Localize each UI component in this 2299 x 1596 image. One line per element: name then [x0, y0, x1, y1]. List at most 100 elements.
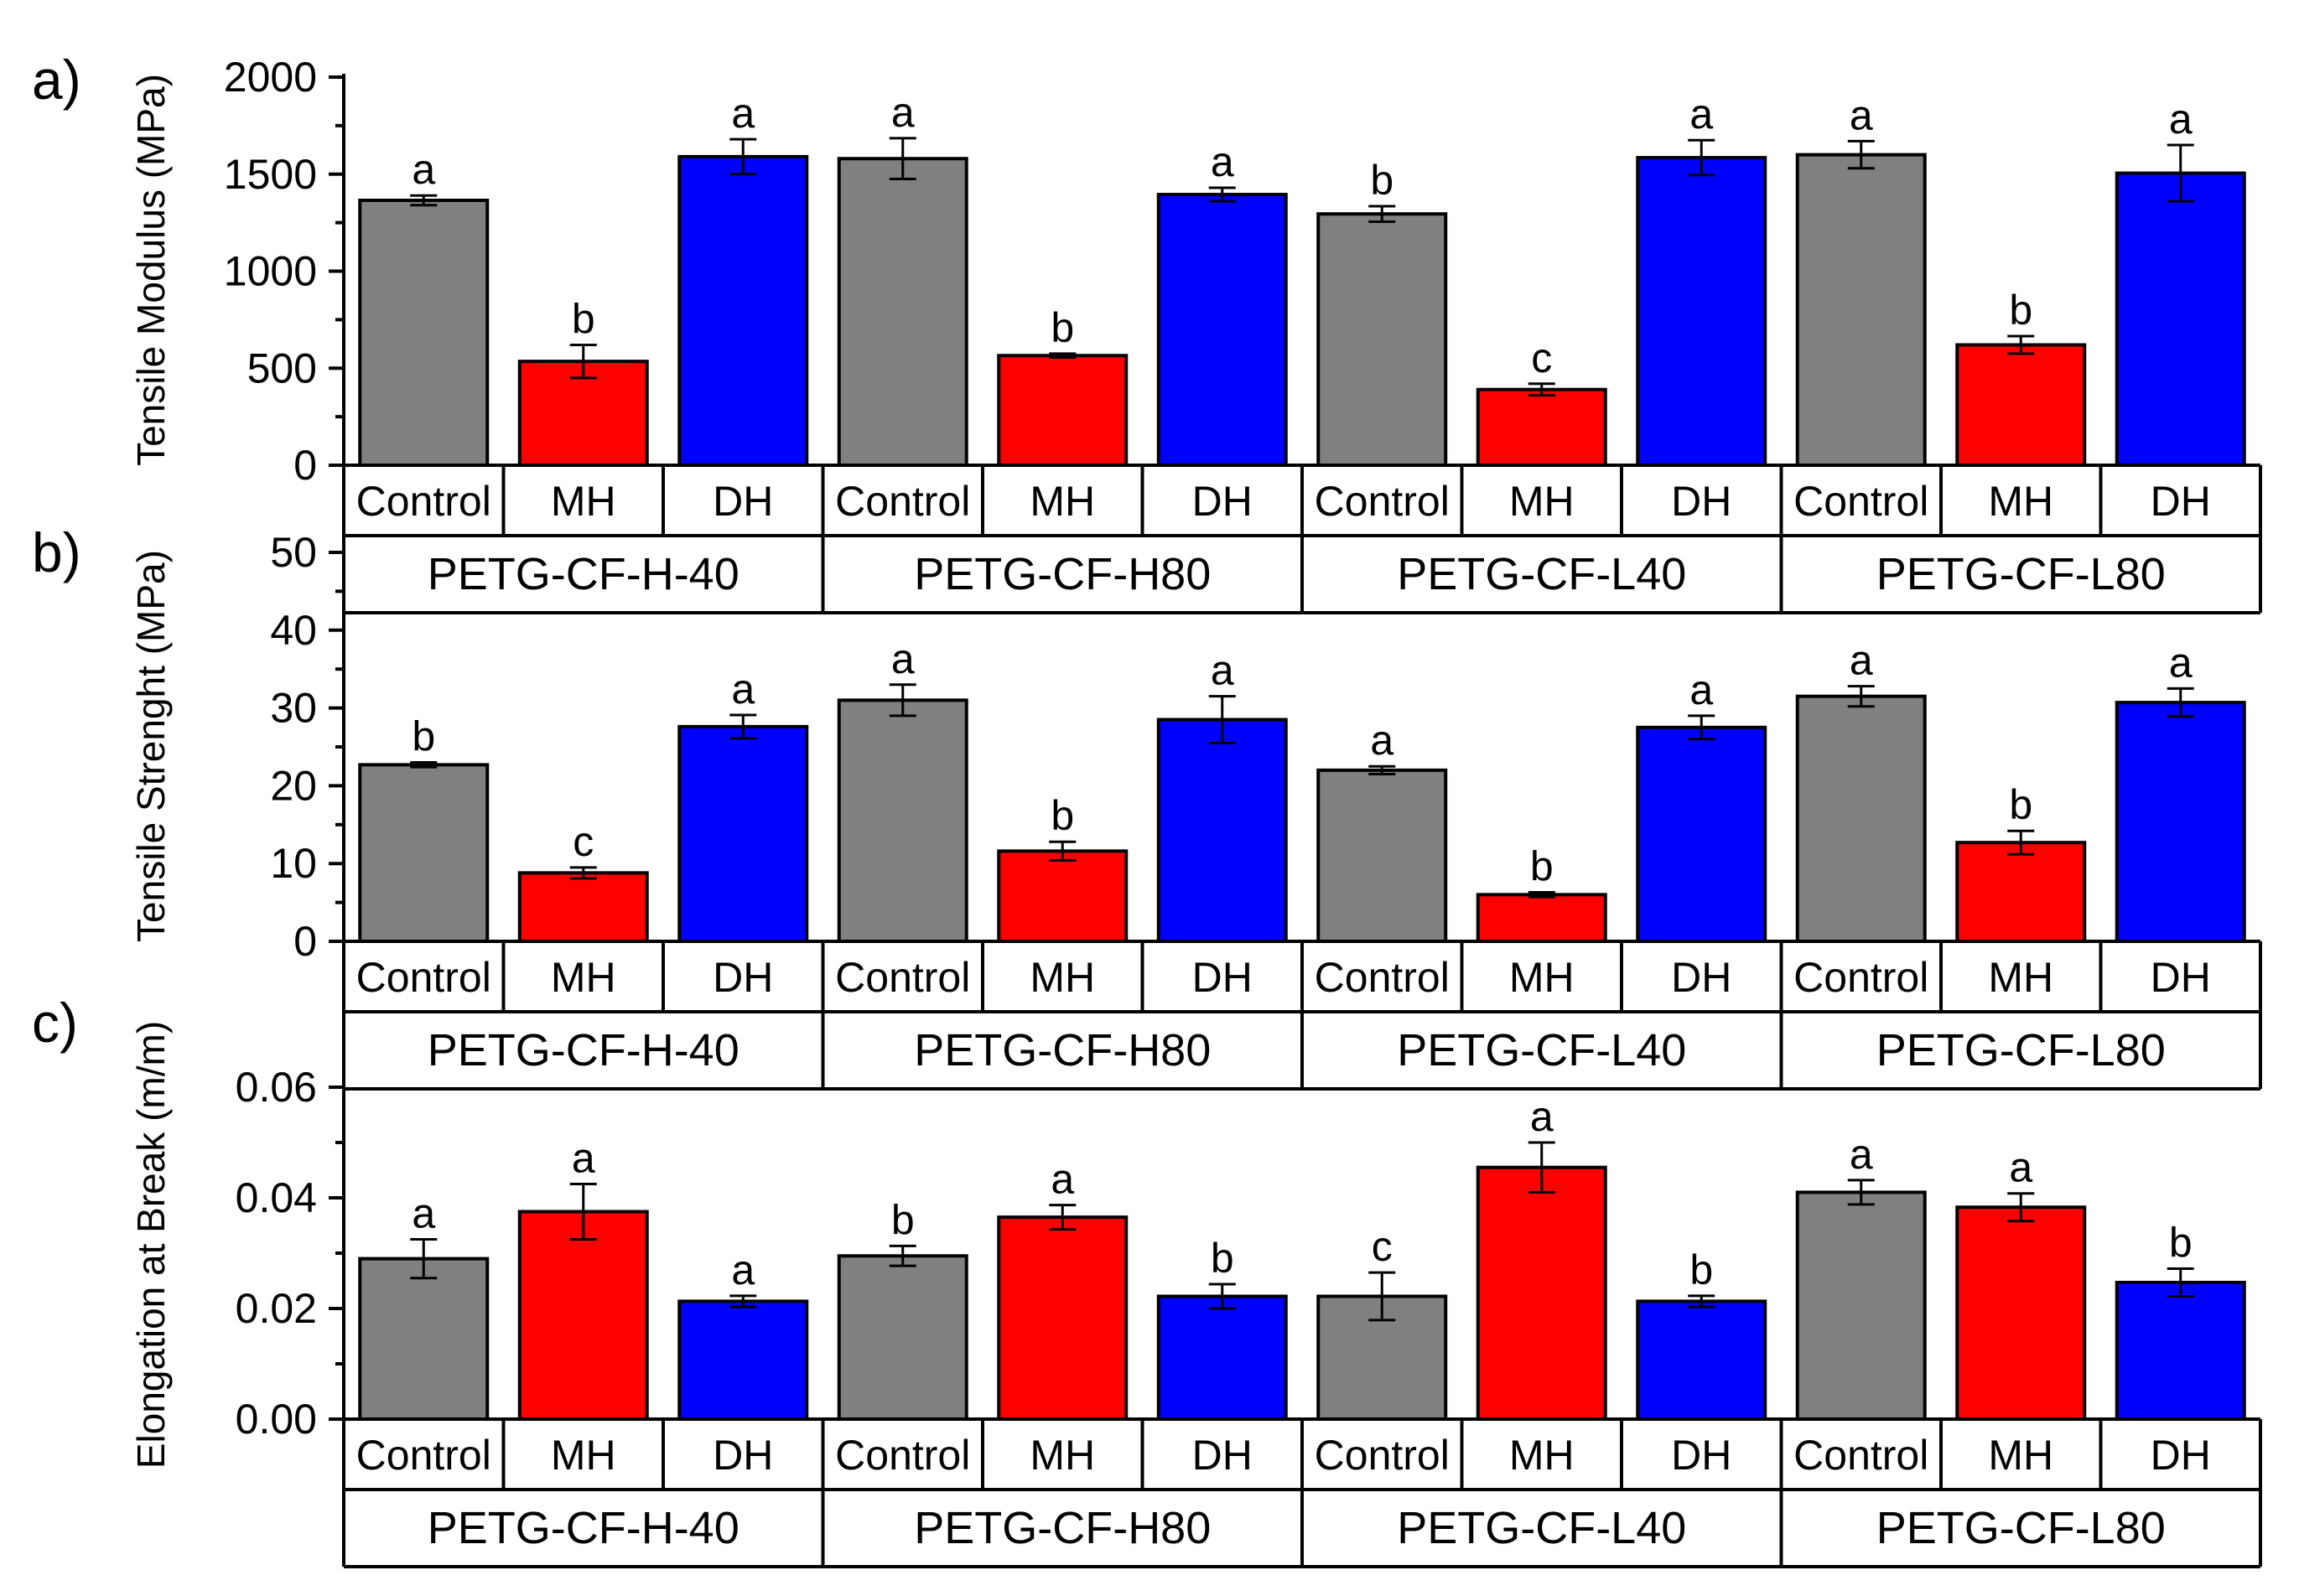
- significance-letter: a: [731, 666, 755, 712]
- group-label: PETG-CF-H-40: [428, 1503, 740, 1553]
- bar-control: [1316, 768, 1448, 944]
- panel-2: b) Tensile Strenght (MPa) 0 10 20 30 40 50 b c a a b…: [32, 521, 2262, 1091]
- bar-control: [1795, 1190, 1927, 1422]
- group-label: PETG-CF-H-40: [428, 1025, 740, 1075]
- y-tick-label: 0.04: [236, 1174, 317, 1221]
- bar-dh: [677, 1299, 809, 1422]
- significance-letter: a: [2169, 639, 2193, 686]
- bar-mh: [1955, 841, 2087, 943]
- category-label: DH: [2151, 1432, 2211, 1479]
- significance-letter: b: [412, 713, 435, 760]
- bar-mh: [1955, 343, 2087, 467]
- bar-dh: [1156, 193, 1288, 467]
- category-label: MH: [1988, 1432, 2053, 1479]
- significance-letter: a: [1689, 666, 1713, 713]
- panel-1: a) Tensile Modulus (MPa) 0 500 1000 1500 2000 a…: [32, 49, 2262, 614]
- significance-letter: a: [891, 89, 915, 136]
- bar-dh: [1156, 1294, 1288, 1421]
- bar-dh: [2115, 171, 2246, 467]
- significance-letter: b: [1051, 304, 1074, 351]
- group-label: PETG-CF-H-40: [428, 549, 740, 599]
- category-label: Control: [1315, 478, 1450, 525]
- y-tick-label: 0: [293, 442, 317, 489]
- bar-mh: [1955, 1205, 2087, 1421]
- category-label: Control: [835, 478, 970, 525]
- y-tick-label: 1000: [224, 248, 317, 295]
- significance-letter: b: [891, 1196, 915, 1243]
- category-label: MH: [551, 954, 616, 1001]
- significance-letter: c: [1372, 1223, 1393, 1270]
- bar-mh: [997, 354, 1129, 468]
- y-axis-label: Elongation at Break (m/m): [129, 1021, 173, 1469]
- group-label: PETG-CF-L80: [1876, 1503, 2166, 1553]
- y-tick-label: 0: [293, 918, 317, 965]
- significance-letter: a: [1051, 1156, 1074, 1203]
- category-label: DH: [713, 954, 773, 1001]
- significance-letter: b: [2169, 1219, 2193, 1266]
- significance-letter: a: [1211, 138, 1234, 185]
- significance-letter: a: [2169, 96, 2193, 142]
- significance-letter: a: [1850, 637, 1873, 684]
- significance-letter: a: [1850, 91, 1873, 138]
- category-label: Control: [356, 478, 491, 525]
- y-tick-label: 500: [247, 345, 317, 391]
- panel-label: b): [32, 521, 81, 583]
- bar-dh: [2115, 701, 2246, 943]
- bar-control: [837, 1254, 968, 1422]
- bar-control: [1795, 694, 1927, 943]
- significance-letter: a: [731, 90, 755, 137]
- category-label: DH: [1671, 478, 1731, 525]
- significance-letter: a: [1370, 717, 1393, 764]
- category-label: Control: [1793, 1432, 1928, 1479]
- category-label: DH: [1192, 1432, 1253, 1479]
- bar-control: [358, 1257, 490, 1421]
- group-label: PETG-CF-H80: [914, 1025, 1211, 1075]
- category-label: DH: [2151, 478, 2211, 525]
- bar-control: [1795, 153, 1927, 467]
- significance-letter: b: [1689, 1246, 1713, 1293]
- significance-letter: b: [2009, 287, 2032, 334]
- category-label: DH: [1671, 1432, 1731, 1479]
- significance-letter: b: [1051, 792, 1074, 839]
- category-label: Control: [835, 1432, 970, 1479]
- group-label: PETG-CF-L40: [1397, 1025, 1686, 1075]
- bar-control: [358, 199, 490, 467]
- y-tick-label: 40: [270, 607, 317, 654]
- significance-letter: b: [572, 295, 595, 342]
- bar-mh: [1476, 1165, 1607, 1421]
- category-label: DH: [1192, 478, 1253, 525]
- bar-control: [358, 763, 490, 943]
- category-label: MH: [1509, 478, 1575, 525]
- bar-control: [1316, 212, 1448, 468]
- group-label: PETG-CF-L80: [1876, 549, 2166, 599]
- significance-letter: a: [1530, 1093, 1554, 1140]
- bar-dh: [2115, 1280, 2246, 1421]
- category-label: DH: [2151, 954, 2211, 1001]
- category-label: DH: [1671, 954, 1731, 1001]
- significance-letter: a: [572, 1135, 595, 1182]
- category-label: MH: [551, 478, 616, 525]
- significance-letter: c: [1531, 334, 1552, 381]
- category-label: DH: [713, 478, 773, 525]
- significance-letter: a: [1211, 647, 1234, 694]
- y-tick-label: 30: [270, 685, 317, 732]
- bar-dh: [1636, 156, 1767, 467]
- group-label: PETG-CF-L80: [1876, 1025, 2166, 1075]
- bar-dh: [1636, 725, 1767, 943]
- category-label: Control: [356, 954, 491, 1001]
- bar-control: [837, 157, 968, 467]
- bar-control: [837, 698, 968, 943]
- category-label: DH: [1192, 954, 1253, 1001]
- group-label: PETG-CF-H80: [914, 1503, 1211, 1553]
- category-label: Control: [1793, 954, 1928, 1001]
- category-label: Control: [1793, 478, 1928, 525]
- category-label: MH: [1030, 478, 1095, 525]
- panel-label: a): [32, 49, 81, 111]
- category-label: MH: [1988, 954, 2053, 1001]
- significance-letter: a: [891, 635, 915, 682]
- y-tick-label: 0.00: [236, 1396, 317, 1443]
- y-tick-label: 1500: [224, 151, 317, 198]
- significance-letter: a: [1850, 1131, 1873, 1178]
- bar-dh: [677, 724, 809, 943]
